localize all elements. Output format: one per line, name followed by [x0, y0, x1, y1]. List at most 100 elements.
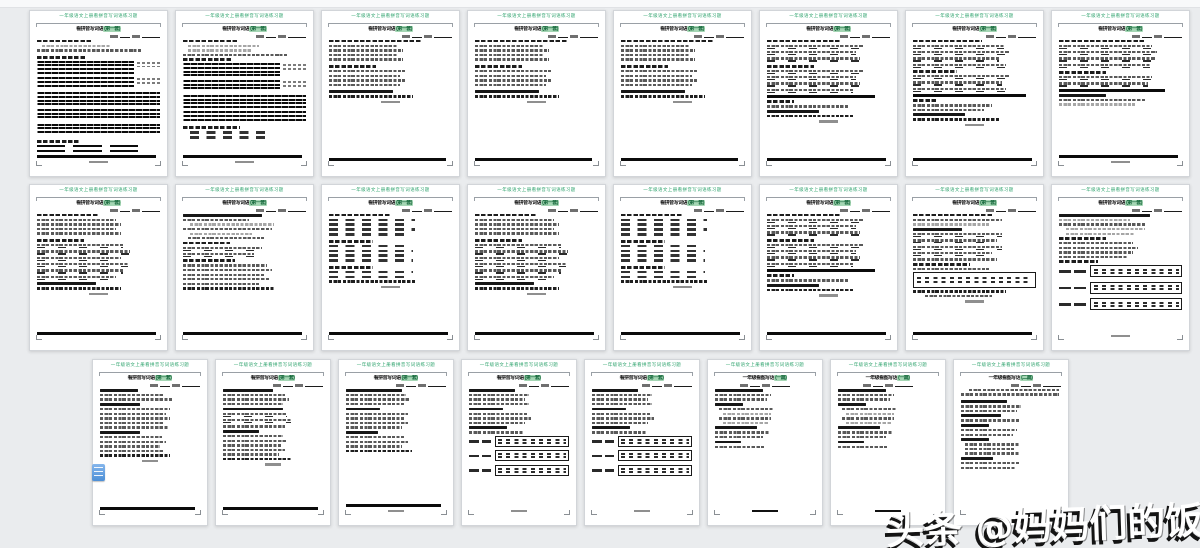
page-footer-label	[88, 292, 109, 295]
dashed-grid-row	[592, 450, 692, 462]
text-row-ink	[329, 49, 403, 52]
page-title: 看拼音写词语(第一套)	[37, 200, 160, 206]
text-line	[621, 49, 695, 52]
score-underline	[434, 208, 452, 212]
page-thumbnail[interactable]: 一年级语文上册看拼音写词语练习题 看拼音写词语(第一套)	[321, 10, 460, 177]
practice-bars	[183, 63, 306, 77]
page-thumbnail[interactable]: 一年级语文上册看拼音写词语练习题一年级看图写话(一篇)	[707, 359, 823, 526]
practice-bar	[183, 98, 306, 101]
page-header-text: 一年级语文上册看拼音写词语练习题	[971, 362, 1051, 367]
text-row-ink	[346, 417, 404, 420]
score-line	[183, 209, 306, 212]
underline-accents	[913, 242, 997, 244]
score-underline	[652, 383, 662, 387]
page-header-text: 一年级语文上册看拼音写词语练习题	[479, 362, 559, 367]
score-underline	[1164, 208, 1182, 212]
text-row-ink	[1059, 57, 1155, 60]
page-thumbnail[interactable]: 一年级语文上册看拼音写词语练习题 看拼音写词语(第一套)	[467, 184, 606, 351]
text-line	[37, 49, 143, 52]
page-thumbnail[interactable]: 一年级语文上册看拼音写词语练习题 看拼音写词语(第一套)	[613, 184, 752, 351]
text-row-ink	[183, 218, 250, 222]
page-thumbnail[interactable]: 一年级语文上册看拼音写词语练习题 看拼音写词语(第一套)	[175, 184, 314, 351]
page-thumbnail[interactable]: 一年级语文上册看拼音写词语练习题 一年级看图写话(一篇)	[830, 359, 946, 526]
section-heading	[183, 39, 238, 43]
grid-row-label	[469, 440, 491, 443]
page-body: 看拼音写词语(第一套)	[346, 375, 446, 512]
page-body: 一年级看图写话(一篇)	[715, 375, 815, 512]
bold-underline	[329, 158, 446, 161]
page-body: 看拼音写词语(第一套)	[329, 200, 452, 337]
text-line-underlined	[767, 262, 854, 267]
text-row-ink	[475, 95, 559, 98]
text-row-ink	[1059, 63, 1151, 67]
score-label	[986, 209, 994, 212]
word-pair-row	[621, 218, 708, 222]
dash-row	[1093, 301, 1179, 304]
score-underline	[288, 208, 306, 212]
text-row-ink	[961, 429, 1017, 432]
corner-mark	[810, 510, 816, 515]
page-thumbnail[interactable]: 一年级语文上册看拼音写词语练习题 看拼音写词语(第一套)	[29, 10, 168, 177]
text-row-ink	[475, 256, 559, 260]
text-row-ink	[100, 440, 166, 443]
doc-file-icon[interactable]	[92, 464, 105, 481]
section-heading	[346, 388, 402, 392]
text-row-ink	[961, 393, 1059, 396]
page-thumbnail[interactable]: 一年级语文上册看拼音写词语练习题 看拼音写词语(第一套)	[584, 359, 700, 526]
page-thumbnail[interactable]: 一年级语文上册看拼音写词语练习题 看拼音写词语(第一套)	[215, 359, 331, 526]
page-thumbnail[interactable]: 一年级语文上册看拼音写词语练习题 看拼音写词语(第一套)	[613, 10, 752, 177]
text-line	[183, 287, 275, 290]
score-label	[840, 209, 848, 212]
text-row-ink	[913, 75, 1009, 78]
text-row-ink	[913, 63, 1007, 67]
underline-accents	[223, 415, 287, 417]
text-row-ink	[592, 393, 652, 397]
page-footer-label	[88, 160, 109, 163]
practice-bar	[37, 84, 134, 87]
page-thumbnail[interactable]: 一年级语文上册看拼音写词语练习题 看拼音写词语(第一套)	[92, 359, 208, 526]
word-pair-row	[329, 233, 411, 236]
page-thumbnail[interactable]: 一年级语文上册看拼音写词语练习题 看拼音写词语(第一套)	[175, 10, 314, 177]
page-thumbnail[interactable]: 一年级语文上册看拼音写词语练习题 一年级看图写话(二篇)	[953, 359, 1069, 526]
text-row-ink	[961, 405, 1021, 408]
header-rule	[766, 23, 891, 27]
page-thumbnail[interactable]: 一年级语文上册看拼音写词语练习题 看拼音写词语(第一套)	[29, 184, 168, 351]
text-row-ink	[37, 263, 129, 266]
page-thumbnail[interactable]: 一年级语文上册看拼音写词语练习题 看拼音写词语(第一套)	[759, 10, 898, 177]
page-header-text: 一年级语文上册看拼音写词语练习题	[351, 187, 430, 192]
title-highlight: (第一套)	[249, 26, 267, 32]
score-line	[223, 384, 323, 387]
text-row-ink	[100, 445, 160, 448]
practice-bar	[37, 60, 134, 63]
page-thumbnail[interactable]: 一年级语文上册看拼音写词语练习题 看拼音写词语(第一套)	[338, 359, 454, 526]
score-underline	[1142, 34, 1152, 38]
page-thumbnail[interactable]: 一年级语文上册看拼音写词语练习题 看拼音写词语(第一套)	[1051, 184, 1190, 351]
text-line	[475, 227, 554, 231]
text-line	[621, 280, 708, 283]
text-row-ink	[715, 398, 767, 401]
text-line	[621, 79, 698, 82]
text-line	[767, 279, 849, 282]
text-line	[37, 218, 116, 222]
page-thumbnail[interactable]: 一年级语文上册看拼音写词语练习题 看拼音写词语(第一套)	[905, 184, 1044, 351]
page-thumbnail[interactable]: 一年级语文上册看拼音写词语练习题 看拼音写词语(第一套)	[759, 184, 898, 351]
section-heading	[767, 64, 814, 68]
page-title: 看拼音写词语(第一套)	[329, 200, 452, 206]
score-label	[402, 35, 410, 38]
page-thumbnail[interactable]: 一年级语文上册看拼音写词语练习题 看拼音写词语(第一套)	[467, 10, 606, 177]
page-thumbnail[interactable]: 一年级语文上册看拼音写词语练习题看拼音写词语(第一套)	[321, 184, 460, 351]
score-underline	[412, 34, 422, 38]
page-thumbnail[interactable]: 一年级语文上册看拼音写词语练习题 看拼音写词语(第一套)	[461, 359, 577, 526]
page-header-text: 一年级语文上册看拼音写词语练习题	[725, 362, 805, 367]
text-line	[475, 232, 559, 235]
header-rule	[468, 372, 570, 376]
bold-underline	[767, 269, 876, 272]
page-body: 看拼音写词语(第一套)	[329, 26, 452, 163]
page-thumbnail[interactable]: 一年级语文上册看拼音写词语练习题 看拼音写词语(第一套)	[1051, 10, 1190, 177]
text-row-ink	[913, 81, 1002, 84]
text-line	[767, 114, 854, 118]
text-line-underlined	[767, 82, 861, 87]
page-thumbnail[interactable]: 一年级语文上册看拼音写词语练习题 看拼音写词语(第一套)	[905, 10, 1044, 177]
text-line	[961, 433, 1013, 436]
header-rule	[36, 197, 161, 201]
